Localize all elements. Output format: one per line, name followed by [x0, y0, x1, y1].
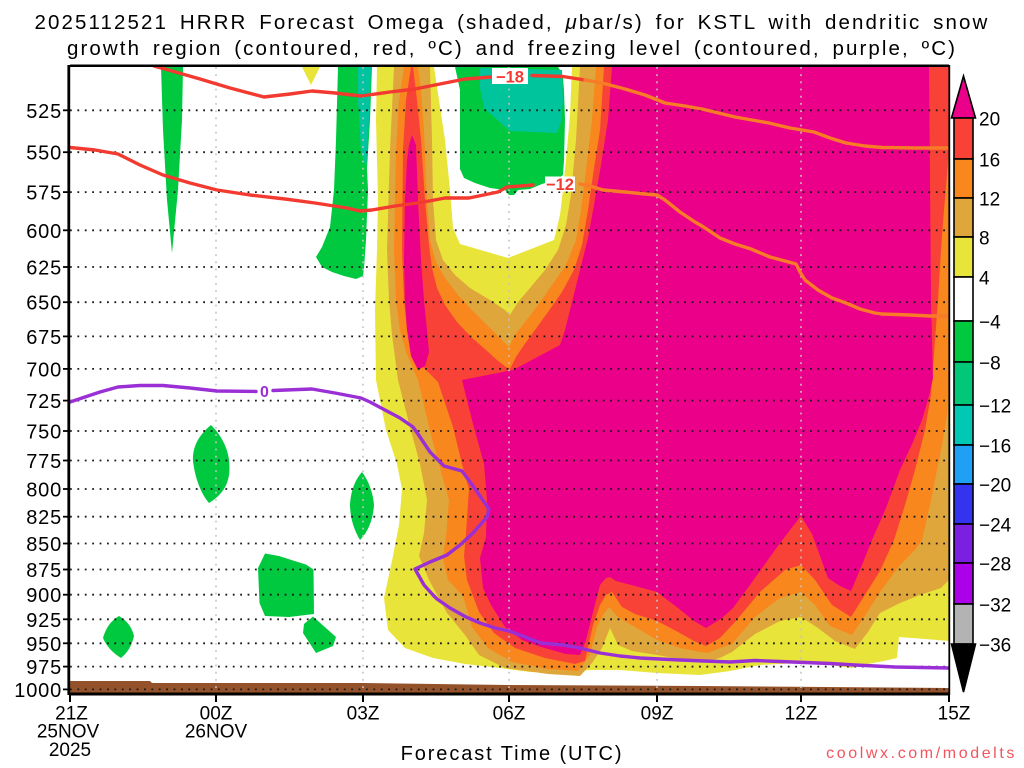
svg-text:975: 975 [26, 657, 62, 679]
svg-text:875: 875 [26, 560, 62, 582]
svg-text:800: 800 [26, 480, 62, 502]
svg-text:03Z: 03Z [347, 704, 380, 725]
svg-text:625: 625 [26, 258, 62, 280]
svg-text:600: 600 [26, 221, 62, 243]
svg-text:2025: 2025 [49, 740, 91, 761]
svg-text:550: 550 [26, 143, 62, 165]
svg-text:900: 900 [26, 585, 62, 607]
svg-text:750: 750 [26, 422, 62, 444]
svg-text:12: 12 [979, 190, 1000, 211]
svg-text:coolwx.com/modelts: coolwx.com/modelts [826, 745, 1017, 762]
svg-text:2025112521 HRRR Forecast Omega: 2025112521 HRRR Forecast Omega (shaded, … [35, 11, 990, 34]
svg-text:925: 925 [26, 610, 62, 632]
svg-text:−12: −12 [546, 176, 574, 194]
svg-text:−16: −16 [979, 437, 1011, 458]
svg-text:15Z: 15Z [938, 704, 971, 725]
svg-text:growth region (contoured, red,: growth region (contoured, red, ºC) and f… [67, 37, 957, 60]
svg-text:725: 725 [26, 391, 62, 413]
svg-text:−24: −24 [979, 516, 1012, 537]
svg-text:21Z: 21Z [55, 704, 88, 725]
svg-text:675: 675 [26, 327, 62, 349]
svg-text:1000: 1000 [14, 680, 62, 702]
svg-text:−28: −28 [979, 555, 1011, 576]
svg-text:−4: −4 [979, 313, 1001, 334]
svg-text:06Z: 06Z [493, 704, 526, 725]
svg-text:00Z: 00Z [200, 704, 233, 725]
svg-text:09Z: 09Z [641, 704, 674, 725]
svg-text:825: 825 [26, 507, 62, 529]
svg-text:−12: −12 [979, 397, 1011, 418]
svg-text:650: 650 [26, 293, 62, 315]
svg-text:−8: −8 [979, 354, 1001, 375]
svg-text:0: 0 [260, 384, 269, 401]
svg-text:775: 775 [26, 451, 62, 473]
svg-text:16: 16 [979, 151, 1000, 172]
svg-text:12Z: 12Z [785, 704, 818, 725]
svg-text:−18: −18 [496, 69, 524, 87]
svg-text:575: 575 [26, 183, 62, 205]
svg-text:25NOV: 25NOV [37, 722, 100, 743]
svg-text:4: 4 [979, 269, 990, 290]
svg-text:−32: −32 [979, 596, 1011, 617]
svg-text:−36: −36 [979, 636, 1011, 657]
svg-text:20: 20 [979, 110, 1000, 131]
svg-text:950: 950 [26, 634, 62, 656]
svg-text:525: 525 [26, 101, 62, 123]
svg-text:Forecast Time (UTC): Forecast Time (UTC) [401, 743, 624, 765]
svg-text:700: 700 [26, 359, 62, 381]
svg-text:8: 8 [979, 229, 990, 250]
svg-text:−20: −20 [979, 476, 1011, 497]
svg-text:26NOV: 26NOV [185, 722, 248, 743]
svg-text:850: 850 [26, 534, 62, 556]
